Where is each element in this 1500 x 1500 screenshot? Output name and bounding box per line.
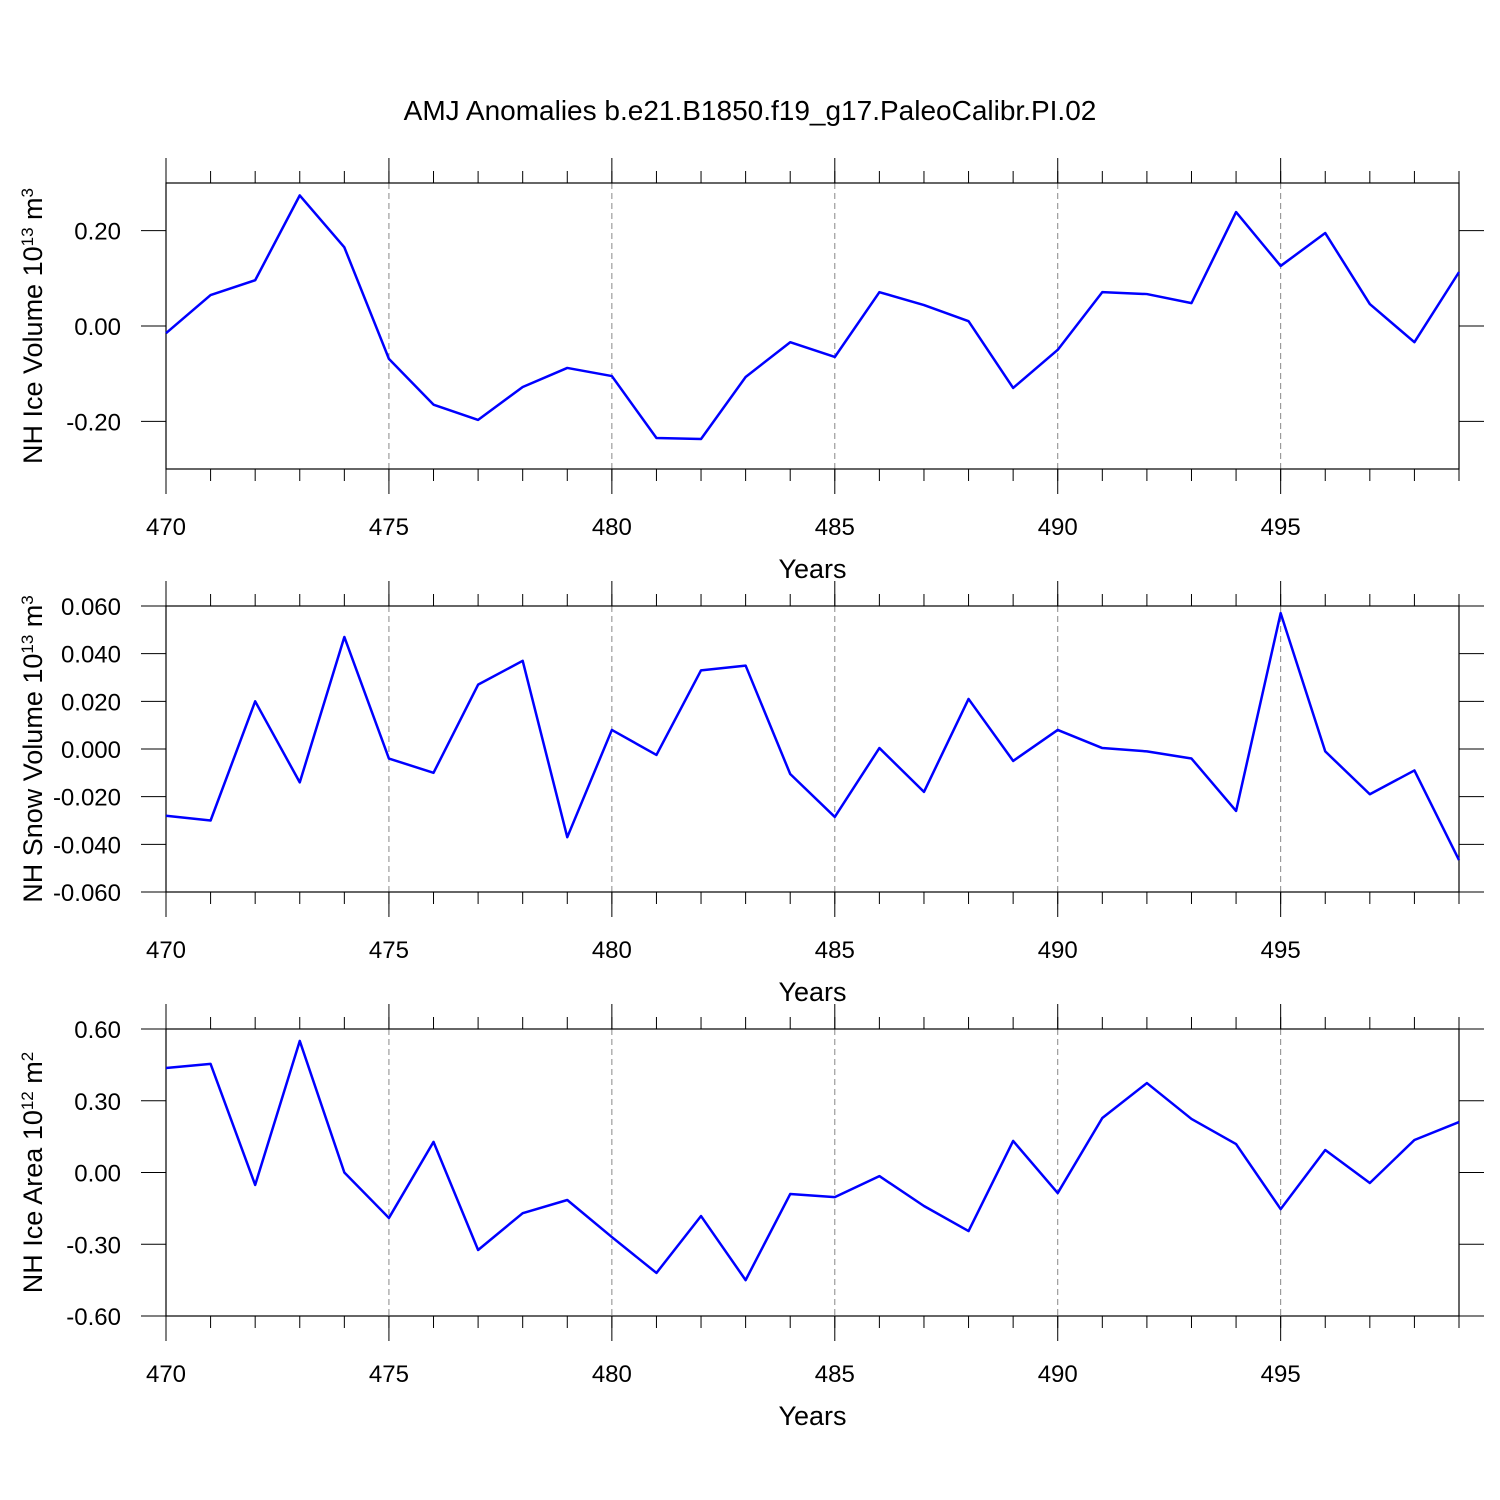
y-axis-title-part: NH Ice Volume 10 [18, 246, 48, 464]
x-tick-label: 485 [815, 1361, 855, 1388]
y-tick-label: 0.060 [61, 594, 121, 621]
y-tick-label: 0.020 [61, 689, 121, 716]
x-tick-label: 490 [1038, 937, 1078, 964]
x-tick-label: 470 [146, 937, 186, 964]
y-tick-label: 0.000 [61, 737, 121, 764]
x-tick-label: 475 [369, 937, 409, 964]
x-tick-label: 495 [1261, 514, 1301, 541]
y-axis-title-part: m [18, 1061, 48, 1091]
y-tick-label: 0.040 [61, 642, 121, 669]
x-tick-label: 470 [146, 514, 186, 541]
x-tick-label: 495 [1261, 1361, 1301, 1388]
y-tick-label: -0.040 [53, 832, 121, 859]
y-axis-title-superscript: 13 [18, 635, 37, 654]
x-tick-label: 475 [369, 1361, 409, 1388]
x-tick-label: 485 [815, 514, 855, 541]
y-tick-label: 0.00 [74, 314, 121, 341]
y-tick-label: 0.60 [74, 1017, 121, 1044]
x-tick-label: 480 [592, 937, 632, 964]
x-axis-title: Years [778, 554, 846, 584]
y-tick-label: -0.30 [66, 1232, 121, 1259]
y-tick-label: -0.60 [66, 1304, 121, 1331]
x-tick-label: 470 [146, 1361, 186, 1388]
data-line [165, 194, 1461, 441]
chart-title: AMJ Anomalies b.e21.B1850.f19_g17.PaleoC… [404, 95, 1097, 126]
x-tick-label: 475 [369, 514, 409, 541]
y-axis-title-part: m [18, 605, 48, 635]
data-line [165, 1039, 1460, 1282]
y-tick-label: 0.20 [74, 219, 121, 246]
y-axis-title: NH Snow Volume 1013 m3 [18, 595, 49, 903]
y-tick-label: -0.020 [53, 785, 121, 812]
y-tick-label: 0.00 [74, 1161, 121, 1188]
x-tick-label: 495 [1261, 937, 1301, 964]
y-tick-label: -0.20 [66, 409, 121, 436]
data-line [165, 611, 1461, 861]
x-tick-label: 480 [592, 514, 632, 541]
y-tick-label: -0.060 [53, 880, 121, 907]
y-axis-title-superscript: 13 [18, 227, 37, 246]
x-axis-title: Years [778, 977, 846, 1007]
x-tick-label: 490 [1038, 514, 1078, 541]
y-tick-label: 0.30 [74, 1089, 121, 1116]
y-axis-title-part: m [18, 197, 48, 227]
x-tick-label: 480 [592, 1361, 632, 1388]
x-axis-title: Years [778, 1401, 846, 1431]
y-axis-title-superscript: 3 [18, 188, 37, 197]
y-axis-title: NH Ice Volume 1013 m3 [18, 188, 49, 464]
y-axis-title: NH Ice Area 1012 m2 [18, 1052, 49, 1293]
y-axis-title-superscript: 12 [18, 1091, 37, 1110]
plot-frame [165, 182, 1460, 470]
y-axis-title-superscript: 2 [18, 1052, 37, 1061]
x-tick-label: 485 [815, 937, 855, 964]
plot-frame [165, 605, 1460, 893]
x-tick-label: 490 [1038, 1361, 1078, 1388]
y-axis-title-superscript: 3 [18, 595, 37, 604]
y-axis-title-part: NH Ice Area 10 [18, 1110, 48, 1293]
plot-frame [165, 1028, 1460, 1317]
y-axis-title-part: NH Snow Volume 10 [18, 654, 48, 903]
